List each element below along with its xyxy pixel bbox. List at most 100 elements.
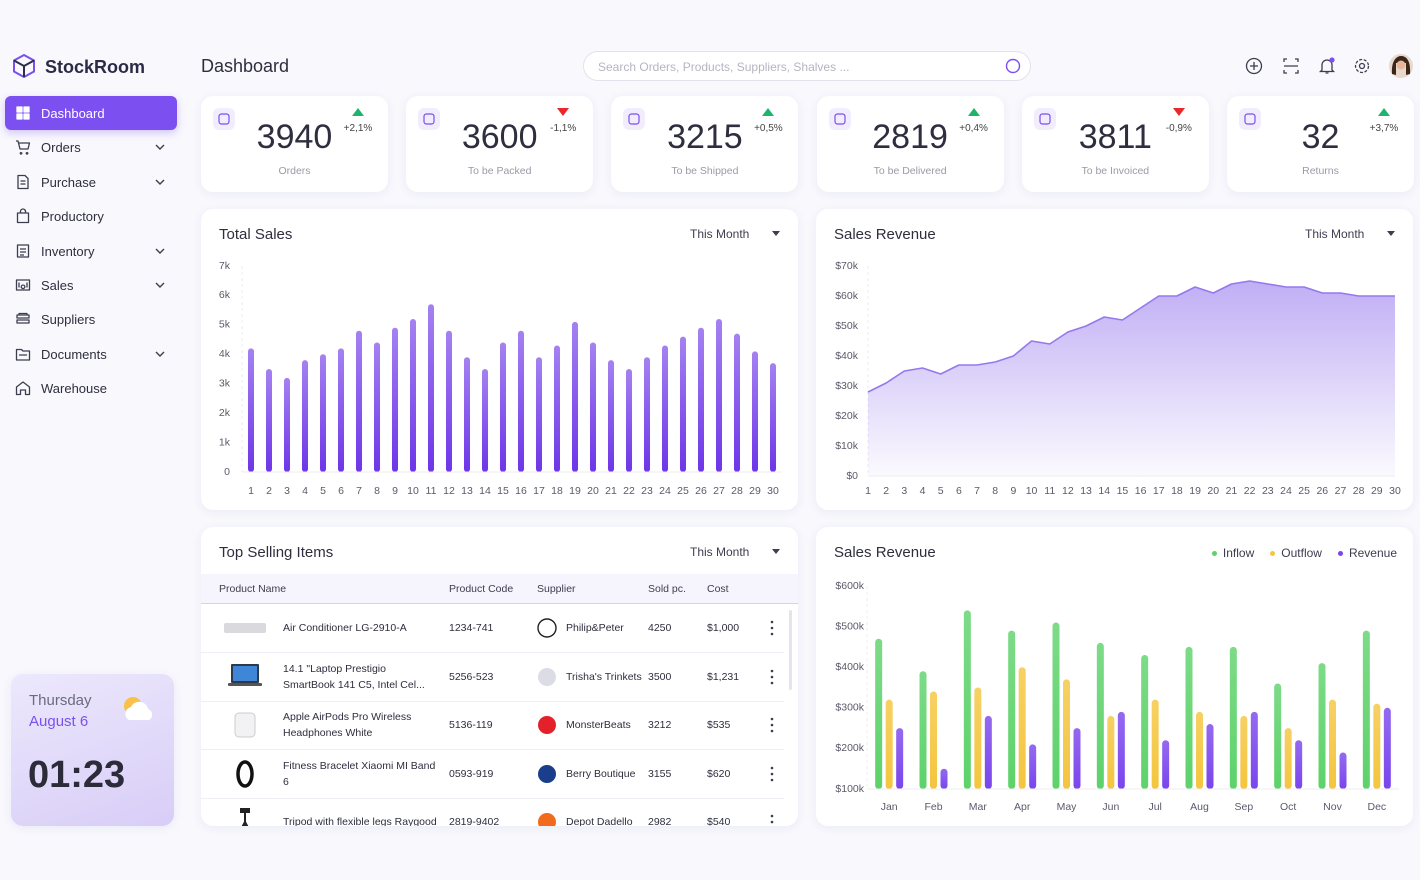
supplier-name: MonsterBeats (566, 719, 631, 731)
y-tick-label: $400k (835, 661, 864, 673)
scan-button[interactable] (1282, 57, 1300, 75)
stat-icon (623, 108, 646, 130)
menu-dot (770, 669, 774, 672)
bar (1096, 642, 1104, 789)
trend-arrow (762, 108, 775, 116)
period-dropdown[interactable]: This Month (690, 545, 750, 559)
row-menu[interactable] (769, 669, 775, 685)
table-row[interactable]: Air Conditioner LG-2910-A 1234-741 Philip&… (201, 604, 784, 653)
x-tick-label: 15 (497, 485, 509, 497)
supplier-logo (538, 813, 556, 826)
nav-item[interactable]: Dashboard (5, 96, 177, 130)
nav-item[interactable]: Orders (5, 130, 177, 164)
bar (940, 768, 948, 789)
legend-item[interactable]: Outflow (1270, 546, 1322, 560)
supplier-logo (538, 764, 556, 783)
bar (338, 348, 344, 472)
y-tick-label: 1k (219, 436, 231, 448)
icon-shape (423, 113, 435, 125)
table-row[interactable]: Fitness Bracelet Xiaomi MI Band 6 0593-91… (201, 750, 784, 799)
stat-change: +2,1% (343, 123, 373, 134)
nav-item[interactable]: Productory (5, 199, 177, 233)
x-tick-label: 8 (374, 485, 380, 497)
chart-card: Total Sales This Month 0 1k 2k 3k 4k 5k 6k 7k 1 2 3 4… (201, 209, 798, 510)
settings-button[interactable] (1353, 57, 1371, 75)
trend-arrow (1378, 108, 1390, 116)
supplier-name: Berry Boutique (566, 767, 636, 780)
bar (974, 687, 982, 789)
scrollbar[interactable] (789, 610, 792, 690)
supplier-logo (538, 667, 556, 686)
nav-icon (16, 140, 31, 156)
product-image (228, 663, 262, 686)
table-row[interactable]: Tripod with flexible legs Raygood 2819-94… (201, 798, 784, 826)
bar (875, 638, 883, 789)
row-menu[interactable] (769, 620, 775, 636)
row-menu[interactable] (769, 717, 775, 733)
logo-inner (13, 59, 35, 77)
y-tick-label: 6k (219, 289, 231, 301)
nav-icon-shape (16, 140, 31, 156)
legend-label: Outflow (1281, 546, 1322, 560)
dropdown-caret[interactable] (772, 231, 780, 237)
search-box[interactable]: Search Orders, Products, Suppliers, Shal… (583, 51, 1031, 81)
product-code: 2819-9402 (449, 816, 500, 826)
supplier-logo (537, 618, 557, 638)
table-card: Top Selling Items This Month Product Name P… (201, 527, 798, 826)
nav-chevron (155, 351, 165, 357)
period-dropdown[interactable]: This Month (690, 227, 750, 241)
row-menu[interactable] (769, 766, 775, 782)
stat-icon-glyph (1039, 113, 1051, 125)
bar (464, 357, 470, 472)
table-row[interactable]: 14.1 "Laptop Prestigio SmartBook 141 C5,… (201, 653, 784, 702)
period-dropdown[interactable]: This Month (1305, 227, 1365, 241)
bar (1250, 711, 1258, 789)
nav-item[interactable]: Inventory (5, 234, 177, 268)
row-menu[interactable] (769, 814, 775, 826)
bar (698, 327, 704, 472)
legend-dot (1270, 550, 1276, 556)
sold-count: 4250 (648, 622, 672, 634)
nav-item[interactable]: Sales (5, 268, 177, 302)
nav-chevron (155, 282, 165, 288)
bar (1274, 683, 1282, 789)
x-tick-label: 22 (1244, 485, 1256, 497)
user-avatar[interactable] (1389, 54, 1413, 78)
nav-item[interactable]: Warehouse (5, 371, 177, 405)
x-tick-label: 27 (1335, 485, 1347, 497)
x-tick-label: 13 (461, 485, 473, 497)
bar (1185, 646, 1193, 789)
icon-shape (628, 113, 640, 125)
stat-value: 2819 (872, 118, 948, 156)
search-icon[interactable] (1005, 58, 1021, 74)
cost: $535 (707, 719, 731, 731)
chevron (155, 282, 165, 288)
x-tick-label: Sep (1234, 801, 1253, 813)
stat-icon (418, 108, 441, 130)
legend-item[interactable]: Revenue (1337, 546, 1397, 560)
notifications-button[interactable] (1318, 57, 1336, 75)
dropdown-caret[interactable] (1387, 231, 1395, 237)
table-header (201, 574, 798, 604)
supplier-name: Trisha's Trinkets (566, 670, 642, 683)
bar (1073, 728, 1081, 789)
stat-card: 32 Returns +3,7% (1227, 96, 1414, 192)
nav-icon (17, 174, 29, 189)
bar (572, 321, 578, 472)
x-tick-label: 26 (695, 485, 707, 497)
nav-item[interactable]: Documents (5, 337, 177, 371)
bar (1107, 715, 1115, 789)
x-tick-label: May (1057, 801, 1078, 813)
bar (1206, 724, 1214, 789)
x-tick-label: 29 (1371, 485, 1383, 497)
add-button[interactable] (1245, 57, 1263, 75)
icon-shape (1245, 57, 1263, 75)
nav-item[interactable]: Purchase (5, 165, 177, 199)
trend-arrow (967, 108, 980, 116)
dropdown-caret[interactable] (772, 549, 780, 555)
nav-chevron (155, 179, 165, 185)
nav-item[interactable]: Suppliers (5, 302, 177, 336)
legend-item[interactable]: Inflow (1211, 546, 1254, 560)
product-shape (240, 808, 250, 813)
table-row[interactable]: Apple AirPods Pro Wireless Headphones Wh… (201, 701, 784, 750)
